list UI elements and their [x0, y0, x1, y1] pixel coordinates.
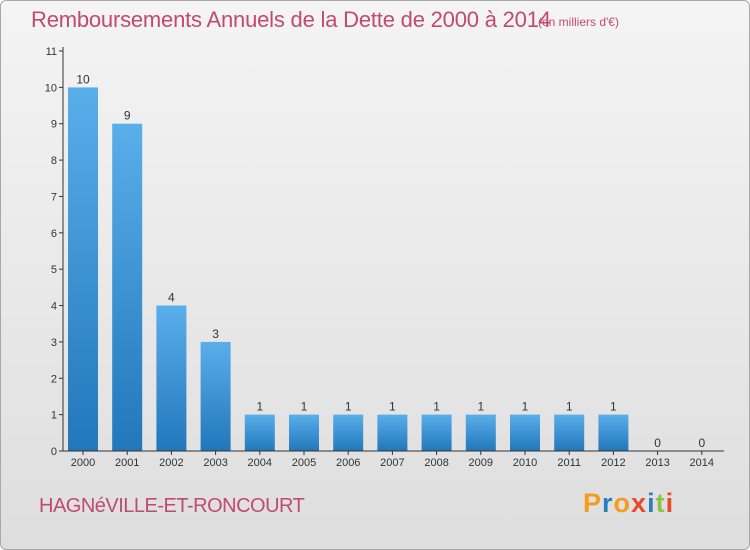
x-tick-label-2003: 2003 [203, 457, 227, 469]
value-label-2007: 1 [389, 400, 396, 414]
y-tick-label-1: 1 [51, 410, 57, 422]
bar-2007 [377, 414, 408, 451]
bar-2006 [333, 414, 364, 451]
y-tick-label-3: 3 [51, 337, 57, 349]
value-label-2009: 1 [477, 400, 484, 414]
logo-letter: o [613, 488, 632, 518]
value-label-2014: 0 [698, 436, 705, 450]
value-label-2004: 1 [256, 400, 263, 414]
value-label-2002: 4 [168, 291, 175, 305]
bar-2011 [554, 414, 585, 451]
value-label-2010: 1 [522, 400, 529, 414]
logo-letter: i [665, 488, 675, 518]
logo-letter: x [631, 488, 648, 518]
x-tick-label-2001: 2001 [115, 457, 139, 469]
bar-2001 [112, 123, 143, 451]
bar-2008 [421, 414, 452, 451]
x-tick-label-2005: 2005 [292, 457, 316, 469]
logo-letter: i [647, 488, 656, 518]
value-label-2012: 1 [610, 400, 617, 414]
bar-2002 [156, 305, 187, 451]
x-tick-label-2007: 2007 [380, 457, 404, 469]
y-tick-label-11: 11 [46, 46, 57, 58]
commune-name: HAGNéVILLE-ET-RONCOURT [39, 495, 305, 517]
logo-letter: r [602, 488, 614, 518]
logo-letter: P [583, 488, 603, 518]
value-label-2003: 3 [212, 327, 219, 341]
bar-2004 [244, 414, 275, 451]
value-label-2006: 1 [345, 400, 352, 414]
x-tick-label-2004: 2004 [248, 457, 272, 469]
y-tick-label-6: 6 [51, 228, 57, 240]
x-tick-label-2009: 2009 [469, 457, 493, 469]
logo-letter: t [655, 488, 666, 518]
x-tick-label-2006: 2006 [336, 457, 360, 469]
proxiti-logo[interactable]: Proxiti [583, 488, 674, 519]
y-tick-label-2: 2 [51, 373, 57, 385]
bar-2010 [510, 414, 540, 451]
value-label-2011: 1 [566, 400, 573, 414]
bars-layer [68, 87, 629, 452]
y-tick-label-8: 8 [51, 155, 57, 167]
x-tick-label-2008: 2008 [424, 457, 448, 469]
x-tick-label-2014: 2014 [690, 457, 714, 469]
y-tick-label-10: 10 [45, 82, 57, 94]
x-tick-label-2012: 2012 [601, 457, 625, 469]
value-label-2008: 1 [433, 400, 440, 414]
bar-2003 [200, 341, 231, 451]
x-tick-label-2010: 2010 [513, 457, 537, 469]
x-tick-label-2000: 2000 [71, 457, 95, 469]
value-label-2005: 1 [301, 400, 308, 414]
chart-subtitle: (en milliers d'€) [538, 15, 619, 29]
y-tick-label-4: 4 [51, 301, 57, 313]
y-tick-label-7: 7 [51, 191, 57, 203]
chart-title: Remboursements Annuels de la Dette de 20… [31, 7, 551, 32]
value-label-2013: 0 [654, 436, 661, 450]
value-label-2000: 10 [76, 72, 90, 86]
y-tick-label-9: 9 [51, 119, 57, 131]
bar-2005 [289, 414, 319, 451]
x-tick-label-2013: 2013 [645, 457, 669, 469]
y-tick-label-0: 0 [51, 446, 57, 458]
y-tick-label-5: 5 [51, 264, 57, 276]
x-tick-label-2011: 2011 [557, 457, 581, 469]
x-tick-label-2002: 2002 [159, 457, 183, 469]
value-label-2001: 9 [124, 109, 131, 123]
bar-2000 [68, 87, 98, 452]
bar-2012 [598, 414, 629, 451]
bar-2009 [465, 414, 496, 451]
